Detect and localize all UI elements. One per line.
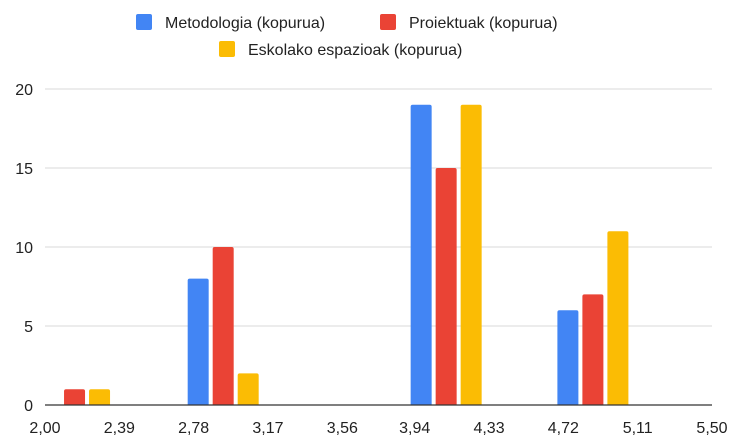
legend-label: Eskolako espazioak (kopurua) (248, 42, 462, 59)
legend-swatch (219, 41, 235, 57)
y-tick-labels: 0 5 10 15 20 (15, 82, 33, 415)
x-tick-label: 2,39 (104, 420, 135, 435)
y-tick-label: 0 (24, 398, 33, 415)
legend-swatch (380, 14, 396, 30)
x-tick-label: 5,50 (696, 420, 727, 435)
y-tick-label: 10 (15, 240, 33, 257)
legend: Metodologia (kopurua) Proiektuak (kopurua… (136, 14, 558, 59)
x-tick-labels: 2,00 2,39 2,78 3,17 3,56 3,94 4,33 4,72 5,11 5,50 (29, 420, 727, 435)
bar (460, 104, 482, 406)
x-tick-label: 4,33 (473, 420, 504, 435)
bar (187, 278, 209, 405)
x-tick-label: 5,11 (623, 420, 653, 435)
y-tick-label: 15 (15, 161, 33, 178)
bars (64, 104, 629, 406)
bar (582, 294, 604, 405)
bar (435, 168, 457, 405)
x-tick-label: 3,17 (252, 420, 283, 435)
legend-label: Proiektuak (kopurua) (409, 15, 558, 32)
bar (237, 373, 259, 405)
bar (607, 231, 629, 405)
x-tick-label: 3,56 (327, 420, 358, 435)
y-tick-label: 20 (15, 82, 33, 99)
x-tick-label: 2,00 (29, 420, 60, 435)
bar (89, 389, 111, 405)
x-tick-label: 2,78 (178, 420, 209, 435)
bar (410, 104, 432, 406)
x-tick-label: 4,72 (548, 420, 579, 435)
bar (64, 389, 86, 405)
bar (212, 247, 234, 405)
bar (557, 310, 579, 405)
legend-label: Metodologia (kopurua) (165, 15, 325, 32)
legend-swatch (136, 14, 152, 30)
y-tick-label: 5 (24, 319, 33, 336)
x-tick-label: 3,94 (399, 420, 430, 435)
